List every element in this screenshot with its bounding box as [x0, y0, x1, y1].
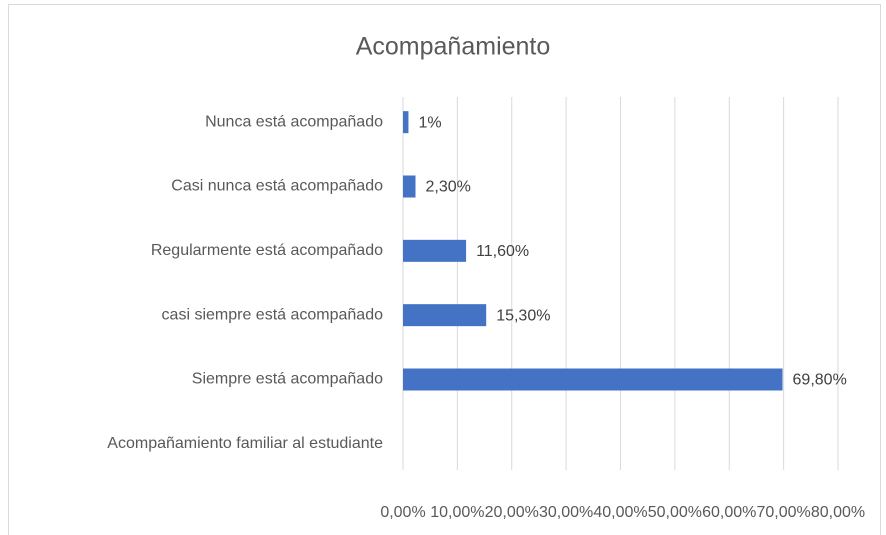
y-tick-label: Acompañamiento familiar al estudiante	[107, 435, 383, 452]
y-tick-label: Casi nunca está acompañado	[171, 178, 383, 195]
y-tick-label: casi siempre está acompañado	[162, 306, 384, 323]
x-tick-label: 30,00%	[539, 504, 593, 521]
data-label: 69,80%	[793, 372, 847, 389]
chart-border	[8, 4, 881, 535]
data-label: 11,60%	[476, 243, 529, 260]
bar	[403, 239, 467, 262]
data-label: 2,30%	[426, 179, 471, 196]
y-tick-label: Regularmente está acompañado	[151, 242, 383, 259]
x-tick-label: 70,00%	[756, 504, 810, 521]
x-tick-label: 0,00%	[380, 504, 425, 521]
x-tick-label: 60,00%	[702, 504, 756, 521]
y-tick-label: Siempre está acompañado	[192, 371, 383, 388]
x-tick-label: 50,00%	[648, 504, 702, 521]
x-tick-label: 10,00%	[430, 504, 484, 521]
bar	[403, 304, 487, 327]
chart-title: Acompañamiento	[356, 33, 551, 61]
y-tick-label: Nunca está acompañado	[205, 113, 383, 130]
data-label: 15,30%	[496, 307, 550, 324]
x-tick-label: 80,00%	[811, 504, 865, 521]
bar	[403, 111, 409, 134]
bar	[403, 368, 783, 391]
data-label: 1%	[418, 114, 441, 131]
x-tick-label: 40,00%	[593, 504, 647, 521]
x-tick-label: 20,00%	[485, 504, 539, 521]
bar	[403, 175, 416, 198]
